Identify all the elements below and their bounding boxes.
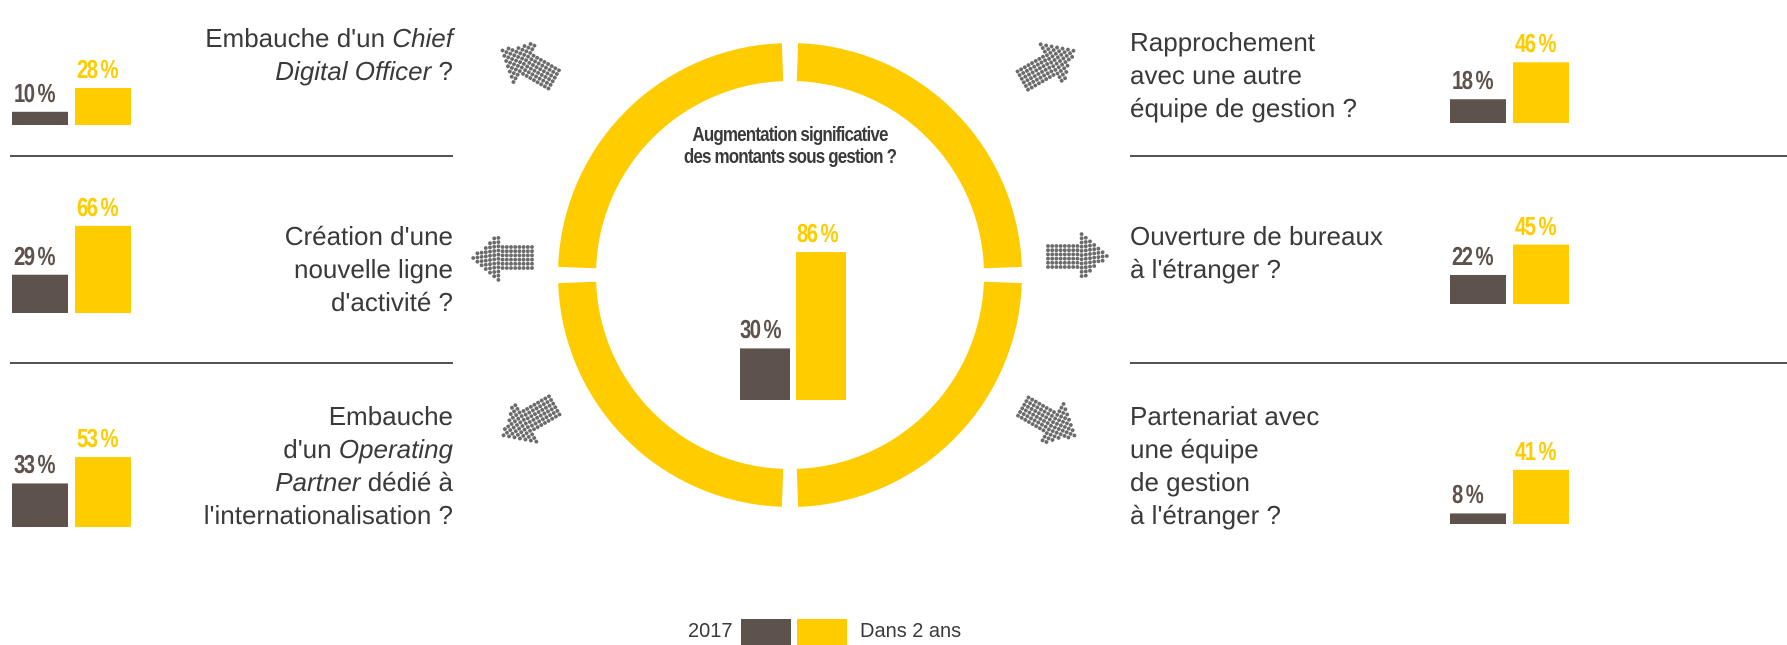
arrow-to-op-icon (501, 394, 562, 444)
divider-line (10, 155, 453, 157)
arrow-to-ligne-icon (471, 236, 534, 282)
bar-2017-bureaux (1450, 274, 1506, 304)
value-label-2017-ligne: 29 % (14, 240, 56, 271)
value-label-2017-partenariat: 8 % (1452, 479, 1484, 510)
question-rappro: Rapprochement avec une autre équipe de ges… (1130, 27, 1357, 123)
ring-segment (796, 43, 1022, 269)
value-label-future-op: 53 % (77, 423, 119, 454)
bar-future-central (796, 252, 846, 400)
divider-line (1130, 362, 1787, 364)
legend-swatch-2017 (741, 619, 791, 645)
bar-2017-central (740, 348, 790, 400)
arrow-to-bureaux-icon (1046, 232, 1109, 278)
bar-2017-partenariat (1450, 513, 1506, 524)
question-op: Embauche d'un Operating Partner dédié à l'i… (203, 401, 453, 530)
legend-swatch-future (797, 619, 847, 645)
bar-2017-cdo (12, 111, 68, 125)
bar-future-bureaux (1513, 244, 1569, 304)
arrow-to-cdo-icon (500, 42, 561, 91)
value-label-future-bureaux: 45 % (1515, 210, 1557, 241)
arrow-to-partenariat-icon (1016, 395, 1077, 444)
divider-line (1130, 155, 1787, 157)
ring-segment (558, 281, 784, 507)
value-label-future-cdo: 28 % (77, 54, 119, 85)
bar-2017-op (12, 483, 68, 527)
value-label-future-rappro: 46 % (1515, 28, 1557, 59)
ring-segment (796, 281, 1022, 507)
question-ligne: Création d'une nouvelle ligne d'activité ? (284, 221, 453, 317)
value-label-future-central: 86 % (797, 218, 839, 249)
value-label-2017-op: 33 % (14, 449, 56, 480)
bar-2017-rappro (1450, 99, 1506, 123)
ring-segment (558, 43, 784, 269)
central-title-line: des montants sous gestion ? (683, 146, 897, 168)
value-label-2017-central: 30 % (740, 314, 782, 345)
value-label-future-partenariat: 41 % (1515, 435, 1557, 466)
bar-future-ligne (75, 225, 131, 313)
legend-label-2017: 2017 (688, 620, 733, 642)
legend-label-future: Dans 2 ans (860, 620, 962, 642)
central-title-line: Augmentation significative (692, 124, 888, 146)
question-bureaux: Ouverture de bureaux à l'étranger ? (1130, 221, 1383, 284)
value-label-2017-bureaux: 22 % (1452, 240, 1494, 271)
value-label-2017-rappro: 18 % (1452, 65, 1494, 96)
question-partenariat: Partenariat avec une équipe de gestion à l'… (1130, 401, 1320, 530)
bar-future-rappro (1513, 62, 1569, 123)
bar-future-op (75, 457, 131, 527)
divider-line (10, 362, 453, 364)
value-label-2017-cdo: 10 % (14, 77, 56, 108)
bar-2017-ligne (12, 274, 68, 313)
value-label-future-ligne: 66 % (77, 191, 119, 222)
arrow-to-rappro-icon (1015, 42, 1076, 92)
bar-future-partenariat (1513, 469, 1569, 524)
bar-future-cdo (75, 88, 131, 125)
question-cdo: Embauche d'un Chief Digital Officer ? (205, 23, 453, 86)
